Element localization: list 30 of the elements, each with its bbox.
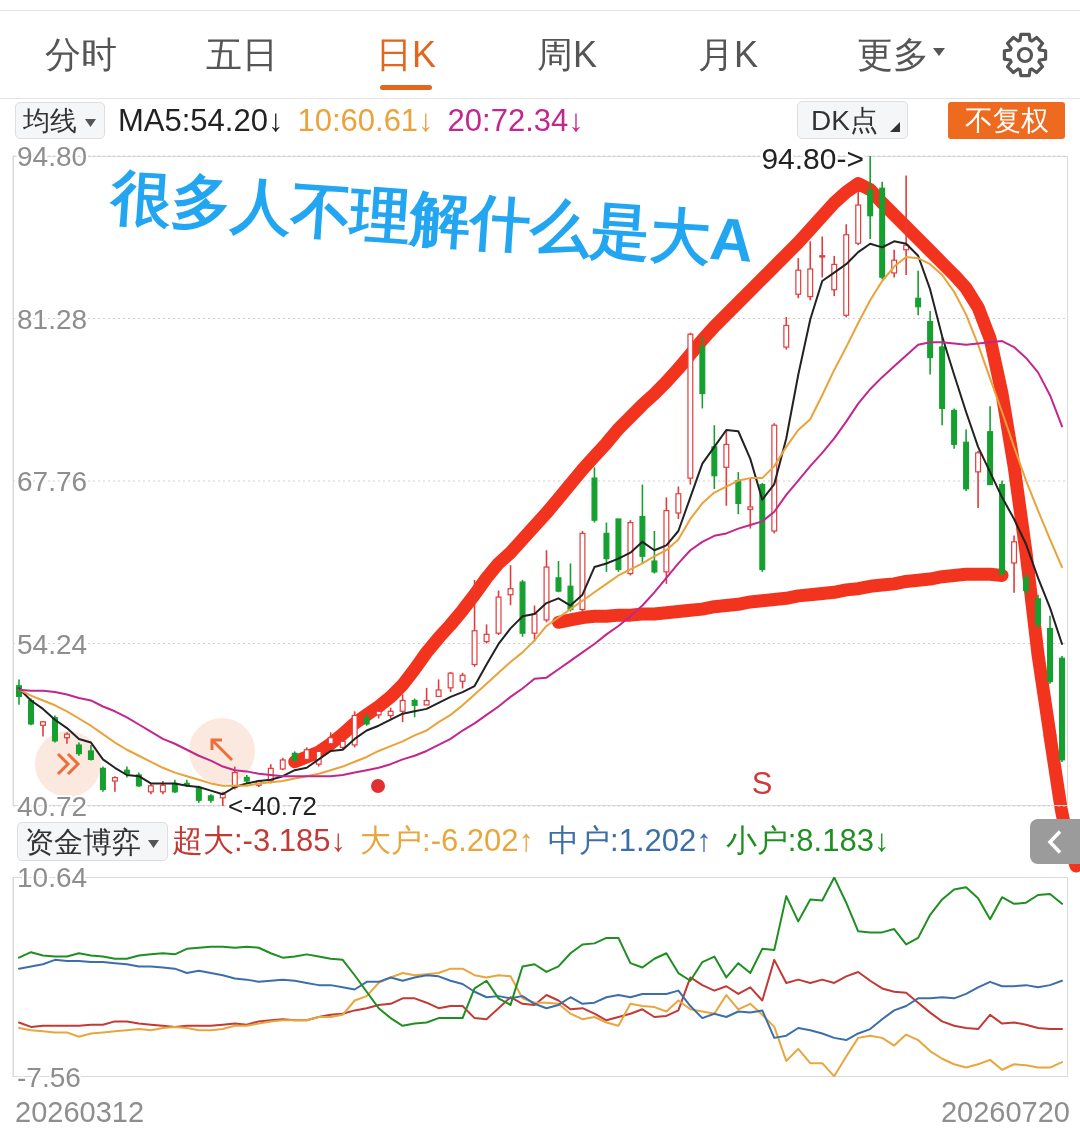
y-tick-label: 81.28	[17, 303, 88, 335]
y-tick-label: 10.64	[17, 862, 88, 893]
text: 20260720	[940, 1095, 1070, 1129]
y-tick-label: -7.56	[17, 1062, 81, 1093]
button: 不复权	[948, 102, 1065, 139]
text: 日K	[375, 34, 437, 76]
text: 10:60.61↓	[297, 102, 434, 140]
annotation: S	[751, 766, 773, 802]
y-tick-label: 40.72	[17, 791, 88, 822]
y-tick-label: 67.76	[17, 466, 88, 497]
text: 周K	[536, 34, 598, 76]
text: 超大:-3.185↓	[172, 822, 347, 860]
text: MA5:54.20↓	[118, 102, 284, 140]
annotation: <-40.72	[227, 791, 317, 821]
series-label: 小户:8.183↓	[725, 822, 890, 860]
text: 五日	[206, 34, 278, 76]
text: 月K	[697, 34, 759, 76]
text: 大户:-6.202↑	[360, 822, 535, 860]
text: 更多	[857, 34, 929, 76]
text: 中户:1.202↑	[548, 822, 712, 860]
dropdown-button: 均线	[15, 102, 105, 139]
dropdown-button: 资金博弈	[17, 822, 168, 861]
text: 20:72.34↓	[447, 102, 584, 140]
dropdown-button: DK点	[797, 101, 908, 139]
annotation: 94.80->	[761, 142, 865, 175]
y-tick-label: 94.80	[17, 141, 88, 172]
text: 很多人不理解什么是大A	[107, 162, 756, 275]
y-tick-label: 54.24	[17, 628, 88, 660]
text: 20260312	[15, 1095, 145, 1129]
text: 分时	[45, 34, 117, 76]
